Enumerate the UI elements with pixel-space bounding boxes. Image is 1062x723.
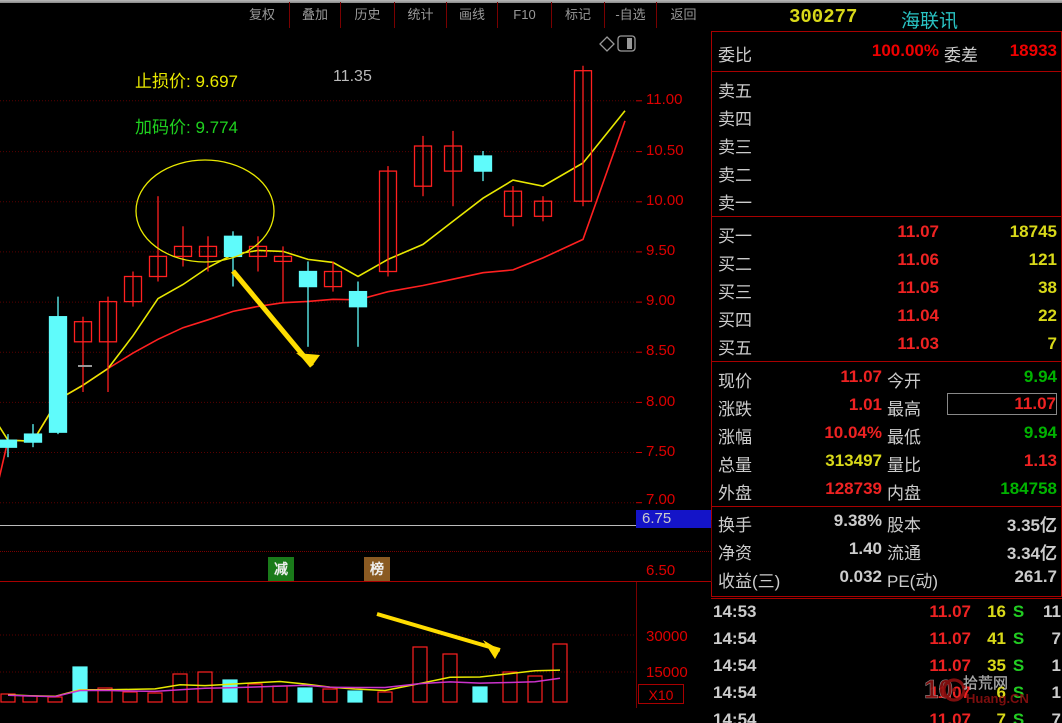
svg-text:Huang.CN: Huang.CN: [966, 691, 1029, 706]
svg-text:拾荒网: 拾荒网: [963, 675, 1008, 692]
